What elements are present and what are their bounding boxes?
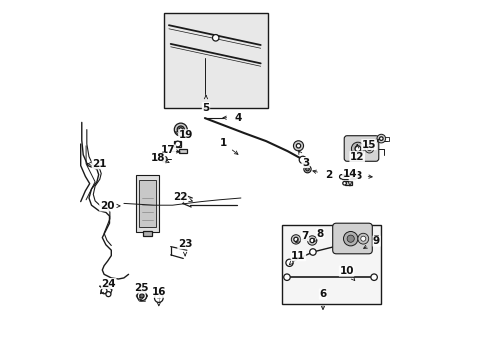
Text: 18: 18 [150, 153, 164, 163]
Circle shape [177, 126, 184, 133]
Circle shape [352, 175, 357, 179]
Text: 20: 20 [100, 201, 114, 211]
Circle shape [161, 156, 167, 162]
Circle shape [303, 166, 310, 173]
Circle shape [175, 141, 181, 147]
Circle shape [339, 175, 343, 179]
Circle shape [174, 123, 187, 136]
Bar [179, 149, 186, 153]
Text: 16: 16 [151, 287, 166, 297]
Text: 2: 2 [325, 170, 332, 180]
Circle shape [342, 181, 346, 185]
Circle shape [285, 259, 292, 266]
Text: 22: 22 [173, 192, 187, 202]
Circle shape [137, 291, 146, 301]
Circle shape [106, 292, 111, 297]
Text: 8: 8 [316, 229, 324, 239]
FancyBboxPatch shape [344, 136, 378, 161]
Circle shape [101, 288, 107, 294]
Circle shape [293, 237, 298, 242]
Text: 12: 12 [349, 152, 364, 162]
Circle shape [309, 249, 316, 255]
Text: 13: 13 [348, 171, 363, 181]
Bar [139, 180, 155, 227]
Text: 9: 9 [372, 236, 379, 246]
Text: 1: 1 [219, 138, 226, 148]
Circle shape [370, 274, 377, 280]
Bar [341, 174, 355, 179]
Text: 19: 19 [178, 130, 193, 140]
Circle shape [140, 294, 144, 298]
Text: 23: 23 [178, 239, 192, 249]
Circle shape [365, 144, 373, 153]
Circle shape [305, 167, 309, 171]
Circle shape [283, 274, 289, 280]
Circle shape [346, 235, 354, 242]
Circle shape [179, 128, 182, 131]
Text: 17: 17 [161, 145, 175, 155]
Bar [163, 13, 267, 108]
FancyBboxPatch shape [332, 223, 371, 254]
Circle shape [309, 238, 314, 243]
Text: 6: 6 [319, 289, 326, 299]
Circle shape [351, 142, 364, 155]
Circle shape [212, 35, 219, 41]
Text: 24: 24 [101, 279, 116, 289]
Circle shape [307, 236, 316, 245]
Bar [142, 231, 152, 236]
Circle shape [367, 147, 370, 150]
Bar [344, 181, 352, 185]
Circle shape [379, 137, 382, 140]
Text: 4: 4 [234, 113, 242, 123]
Circle shape [354, 146, 360, 152]
Circle shape [343, 231, 357, 246]
Circle shape [299, 156, 306, 163]
Text: 11: 11 [290, 251, 305, 261]
Circle shape [357, 233, 368, 244]
Text: 7: 7 [301, 231, 308, 241]
Text: 21: 21 [92, 159, 106, 169]
Text: 3: 3 [302, 158, 308, 167]
Circle shape [360, 236, 365, 241]
Text: 15: 15 [361, 140, 376, 150]
Text: 25: 25 [134, 283, 148, 293]
Text: 10: 10 [339, 266, 353, 276]
Circle shape [293, 141, 303, 151]
Bar [174, 141, 181, 147]
Text: 14: 14 [342, 168, 357, 179]
Circle shape [291, 235, 300, 244]
Circle shape [376, 134, 385, 143]
Bar [282, 225, 381, 304]
Text: 5: 5 [202, 103, 209, 113]
Circle shape [296, 144, 300, 148]
Bar [136, 175, 159, 232]
